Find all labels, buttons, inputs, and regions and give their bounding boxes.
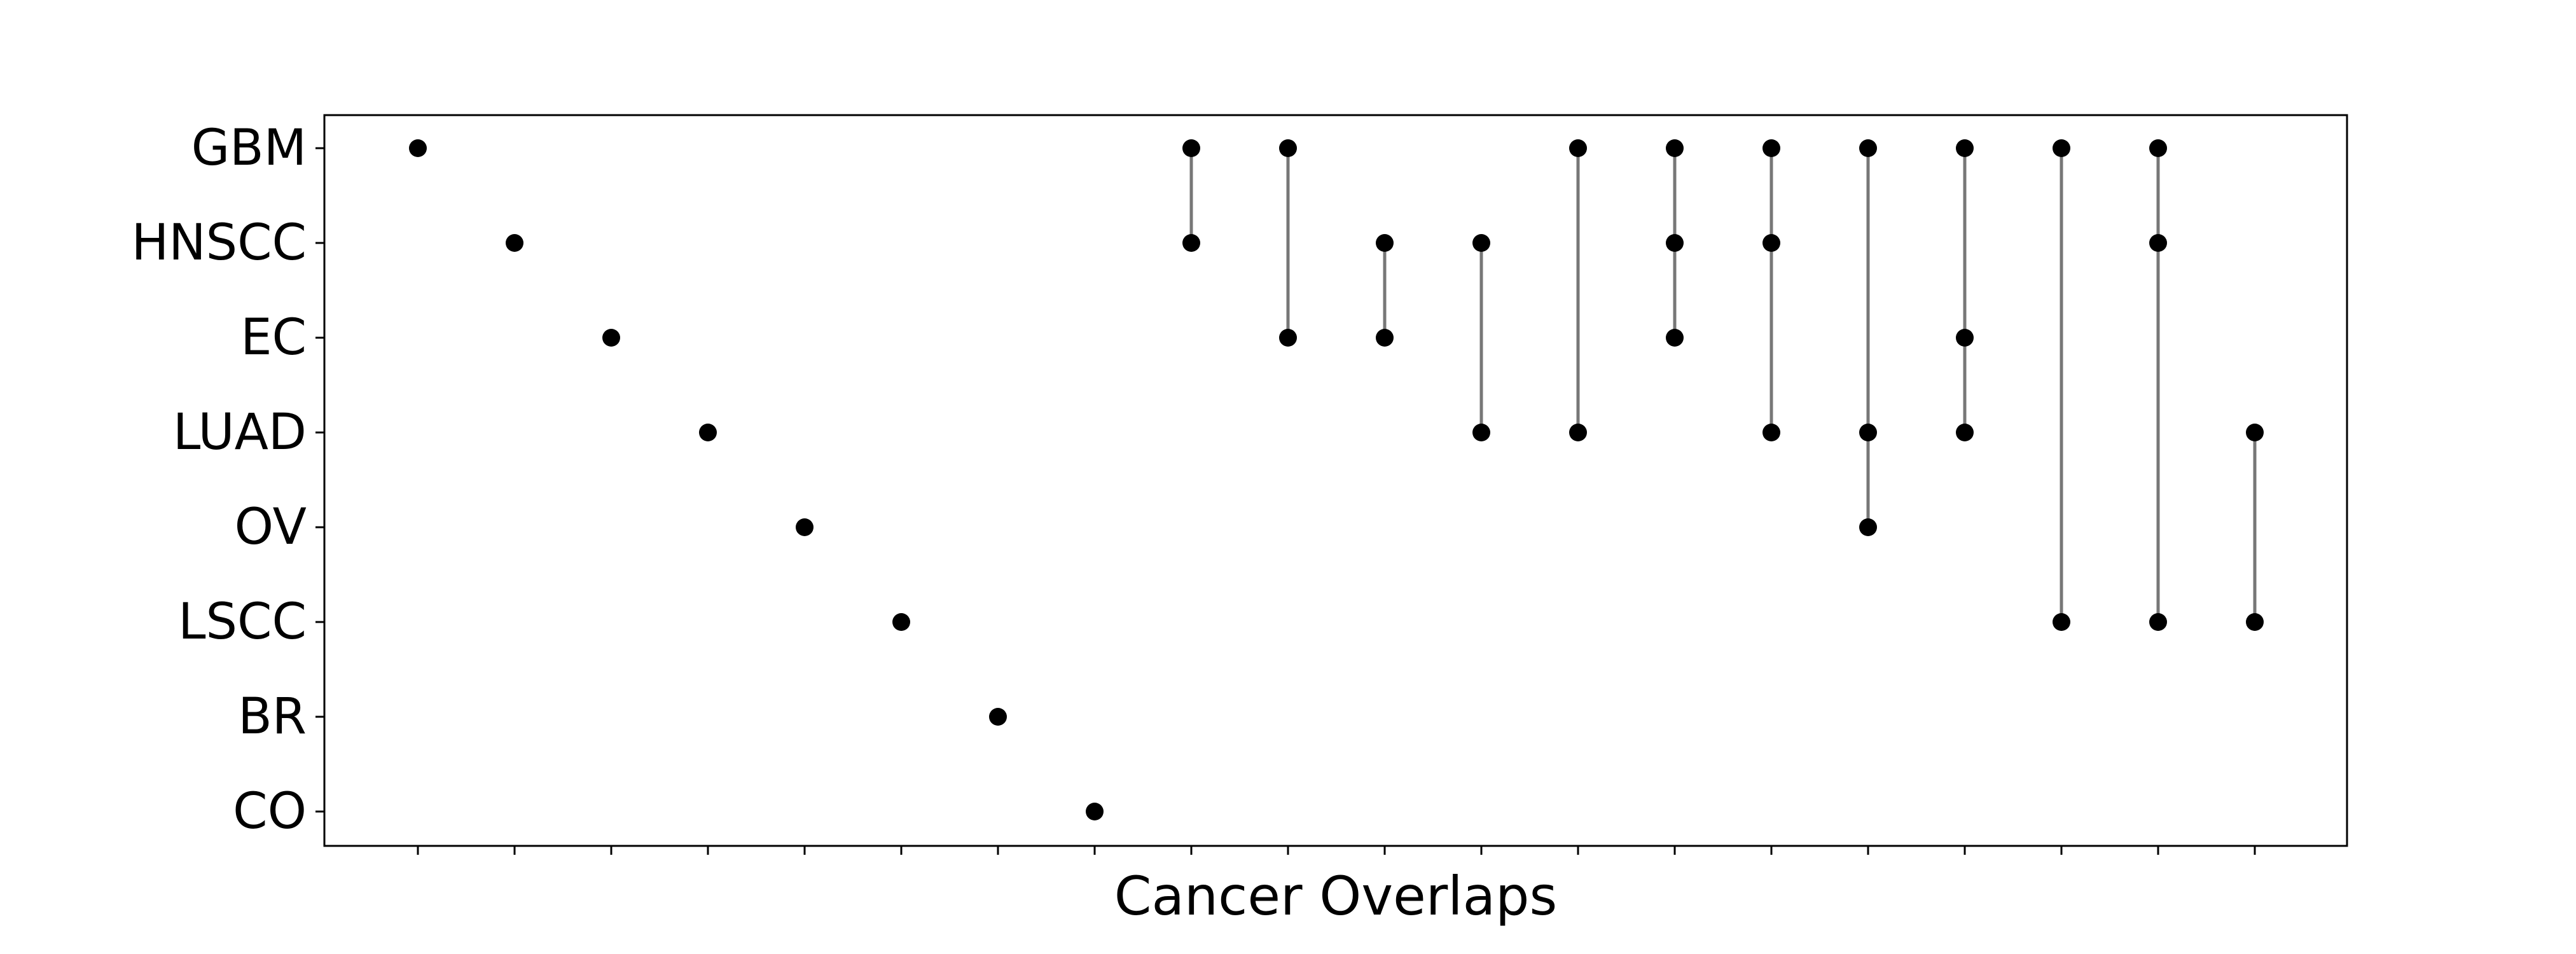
membership-dot: [1859, 139, 1877, 157]
y-tick-label: LUAD: [173, 404, 307, 461]
membership-dot: [1279, 329, 1297, 347]
membership-dot: [1956, 139, 1974, 157]
y-tick-label: CO: [233, 783, 307, 840]
membership-dot: [2053, 139, 2070, 157]
x-axis-ticks: [417, 846, 2256, 855]
membership-dot: [1086, 803, 1104, 820]
membership-dot: [2246, 424, 2264, 441]
connector-lines: [1189, 148, 2257, 622]
membership-dot: [1859, 424, 1877, 441]
membership-dot: [2149, 234, 2167, 252]
membership-dot: [1956, 329, 1974, 347]
membership-dot: [1182, 139, 1200, 157]
membership-dot: [1472, 424, 1490, 441]
membership-dot: [1182, 234, 1200, 252]
membership-dot: [1376, 329, 1394, 347]
membership-dot: [409, 139, 427, 157]
membership-dot: [506, 234, 523, 252]
membership-dot: [1762, 424, 1780, 441]
membership-dot: [2149, 613, 2167, 631]
membership-dot: [1762, 234, 1780, 252]
membership-dot: [1666, 329, 1684, 347]
y-tick-label: LSCC: [178, 593, 307, 651]
membership-dot: [1666, 234, 1684, 252]
membership-dot: [1569, 139, 1587, 157]
y-tick-label: BR: [238, 688, 307, 745]
membership-dot: [1472, 234, 1490, 252]
y-tick-label: EC: [240, 309, 307, 366]
x-axis-label: Cancer Overlaps: [1114, 865, 1557, 927]
y-tick-label: GBM: [191, 120, 307, 177]
membership-dot: [1859, 518, 1877, 536]
membership-dot: [989, 708, 1007, 726]
membership-dot: [2246, 613, 2264, 631]
membership-dots: [409, 139, 2264, 820]
y-axis-ticks: GBM HNSCC EC LUAD OV LSCC BR CO: [132, 120, 324, 840]
membership-dot: [1666, 139, 1684, 157]
membership-dot: [1279, 139, 1297, 157]
membership-dot: [1956, 424, 1974, 441]
membership-dot: [1569, 424, 1587, 441]
membership-dot: [699, 424, 717, 441]
membership-dot: [1376, 234, 1394, 252]
membership-dot: [1762, 139, 1780, 157]
membership-dot: [2053, 613, 2070, 631]
y-tick-label: OV: [235, 499, 307, 556]
membership-dot: [796, 518, 814, 536]
membership-dot: [2149, 139, 2167, 157]
y-tick-label: HNSCC: [132, 214, 307, 272]
plot-frame: [323, 114, 2348, 847]
membership-dot: [602, 329, 620, 347]
membership-dot: [892, 613, 910, 631]
